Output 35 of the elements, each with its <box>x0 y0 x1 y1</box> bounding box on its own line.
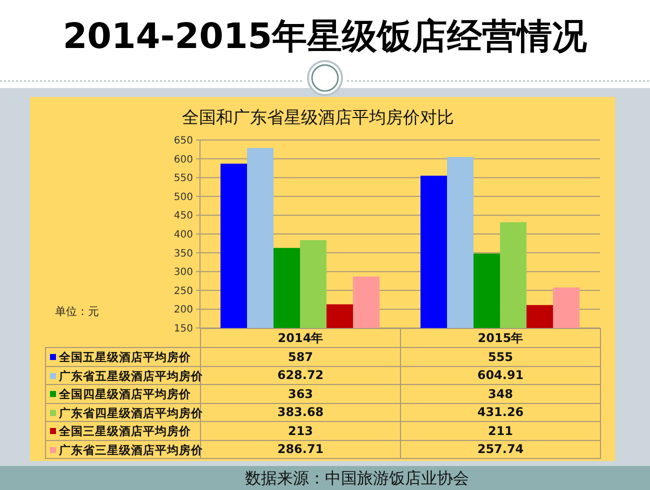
legend-label: 广东省五星级酒店平均房价 <box>59 368 203 383</box>
data-label: 555 <box>400 348 600 366</box>
data-label: 587 <box>200 348 400 366</box>
x-tick-label: 2014年 <box>200 328 400 348</box>
legend-label: 全国三星级酒店平均房价 <box>59 424 191 438</box>
legend-label: 全国四星级酒店平均房价 <box>59 387 191 402</box>
data-label: 383.68 <box>277 405 324 420</box>
y-tick-label: 150 <box>174 324 193 334</box>
y-tick-label: 200 <box>174 304 193 316</box>
y-tick-label: 550 <box>174 173 193 184</box>
data-label: 213 <box>200 422 400 440</box>
legend-label: 广东省三星级酒店平均房价 <box>59 442 203 457</box>
y-tick-label: 500 <box>174 192 193 203</box>
data-label: 628.72 <box>277 368 324 382</box>
data-label: 211 <box>400 422 600 440</box>
y-tick-label: 450 <box>174 210 193 222</box>
data-label: 257.74 <box>400 440 600 458</box>
data-label: 604.91 <box>400 366 600 384</box>
chart-subtitle: 全国和广东省星级酒店平均房价对比 <box>182 108 454 128</box>
legend-label: 全国五星级酒店平均房价 <box>59 350 191 364</box>
y-tick-label: 600 <box>174 154 193 166</box>
legend-label: 广东省四星级酒店平均房价 <box>59 406 203 420</box>
y-tick-label: 250 <box>174 286 193 297</box>
text: 单位：元 <box>55 304 99 318</box>
source-note: 数据来源：中国旅游饭店业协会 <box>245 468 469 488</box>
data-label: 348 <box>400 384 600 403</box>
y-tick-label: 650 <box>174 136 193 146</box>
y-tick-label: 350 <box>174 248 193 260</box>
y-tick-label: 300 <box>174 267 193 278</box>
data-label: 286.71 <box>277 442 324 456</box>
chart-title: 2014-2015年星级饭店经营情况 <box>62 17 588 57</box>
y-tick-label: 400 <box>174 230 193 240</box>
x-tick-label: 2015年 <box>400 328 600 348</box>
data-label: 431.26 <box>400 403 600 422</box>
data-label: 363 <box>200 384 400 403</box>
